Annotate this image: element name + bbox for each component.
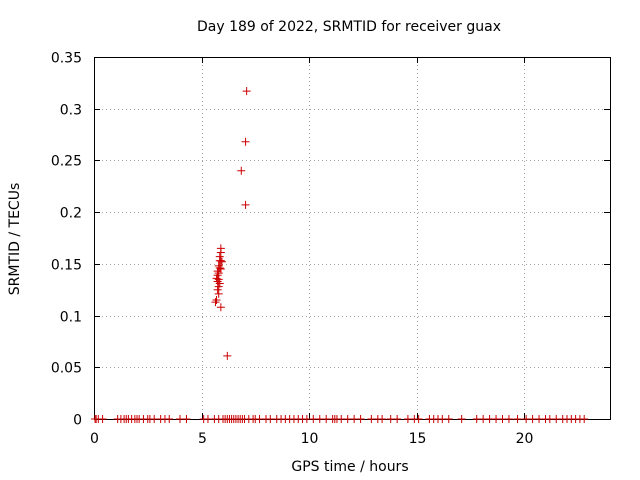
- data-point-marker: [356, 415, 365, 423]
- data-point-marker: [242, 87, 251, 96]
- y-tick-label: 0.15: [51, 258, 82, 274]
- data-point-marker: [223, 351, 232, 360]
- data-point-marker: [213, 277, 222, 286]
- data-point-marker: [98, 415, 107, 423]
- data-points: [91, 87, 589, 423]
- data-point-marker: [217, 257, 226, 266]
- y-tick-label: 0.2: [60, 206, 82, 222]
- x-axis-label: GPS time / hours: [291, 459, 408, 475]
- data-point-marker: [393, 415, 402, 423]
- data-point-marker: [237, 166, 246, 175]
- data-point-marker: [241, 137, 250, 146]
- y-axis: 0 0.05 0.1 0.15 0.2 0.25 0.3 0.35: [51, 51, 610, 429]
- data-point-marker: [213, 285, 222, 294]
- x-tick-label: 5: [198, 431, 207, 447]
- y-axis-label: SRMTID / TECUs: [7, 183, 23, 296]
- data-point-marker: [513, 415, 522, 423]
- data-point-marker: [414, 415, 423, 423]
- data-point-marker: [214, 289, 223, 298]
- data-point-marker: [241, 200, 250, 209]
- x-tick-label: 10: [301, 431, 319, 447]
- data-point-marker: [211, 298, 220, 307]
- x-tick-label: 20: [516, 431, 534, 447]
- plot-frame: [94, 57, 611, 420]
- y-tick-label: 0.35: [51, 51, 82, 67]
- data-point-marker: [504, 415, 513, 423]
- data-point-marker: [214, 275, 223, 284]
- data-point-marker: [216, 256, 225, 265]
- data-point-marker: [165, 415, 174, 423]
- data-point-marker: [216, 303, 225, 312]
- data-point-marker: [444, 415, 453, 423]
- data-point-marker: [580, 415, 589, 423]
- y-tick-label: 0: [73, 413, 82, 429]
- data-point-marker: [182, 415, 191, 423]
- data-point-marker: [457, 415, 466, 423]
- x-tick-label: 15: [409, 431, 427, 447]
- y-tick-label: 0.1: [60, 310, 82, 326]
- y-tick-label: 0.25: [51, 154, 82, 170]
- x-tick-label: 0: [90, 431, 99, 447]
- grid-lines: [94, 57, 610, 419]
- chart-title: Day 189 of 2022, SRMTID for receiver gua…: [197, 19, 501, 35]
- data-point-marker: [378, 415, 387, 423]
- y-tick-label: 0.05: [51, 361, 82, 377]
- data-point-marker: [212, 296, 221, 305]
- data-point-marker: [216, 265, 225, 274]
- y-tick-label: 0.3: [60, 103, 82, 119]
- data-point-marker: [216, 248, 225, 257]
- x-axis: 0 5 10 15 20: [90, 57, 533, 447]
